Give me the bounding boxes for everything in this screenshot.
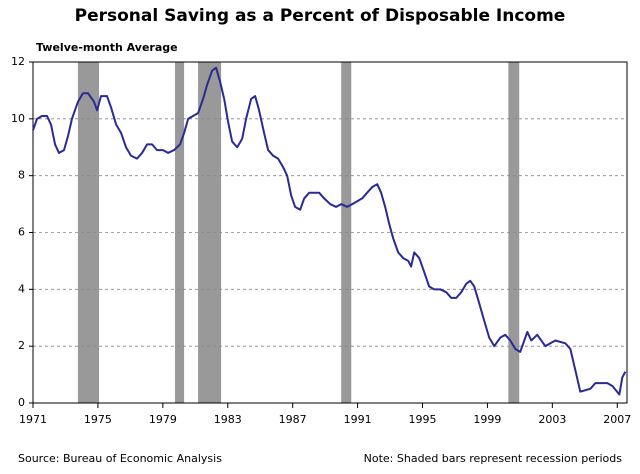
y-tick-label: 6 [18, 226, 25, 239]
y-tick-label: 4 [18, 282, 25, 295]
y-tick-label: 12 [11, 55, 25, 68]
data-line [32, 66, 627, 396]
y-tick-label: 8 [18, 169, 25, 182]
y-tick-label: 0 [18, 396, 25, 409]
plot-frame [32, 61, 628, 404]
x-tick-label: 1991 [344, 413, 372, 426]
x-tick-label: 1983 [214, 413, 242, 426]
y-axis-label: Twelve-month Average [36, 41, 178, 54]
chart-title: Personal Saving as a Percent of Disposab… [75, 6, 566, 26]
x-tick-label: 1971 [19, 413, 47, 426]
x-tick-label: 2003 [538, 413, 566, 426]
source: Source: Bureau of Economic Analysis [18, 452, 222, 465]
y-tick-label: 10 [11, 112, 25, 125]
note: Note: Shaded bars represent recession pe… [364, 452, 623, 465]
x-tick-label: 1979 [149, 413, 177, 426]
y-tick-label: 2 [18, 339, 25, 352]
x-tick-label: 1987 [279, 413, 307, 426]
x-tick-label: 2007 [603, 413, 631, 426]
x-tick-label: 1995 [409, 413, 437, 426]
x-tick-label: 1975 [84, 413, 112, 426]
x-tick-label: 1999 [473, 413, 501, 426]
